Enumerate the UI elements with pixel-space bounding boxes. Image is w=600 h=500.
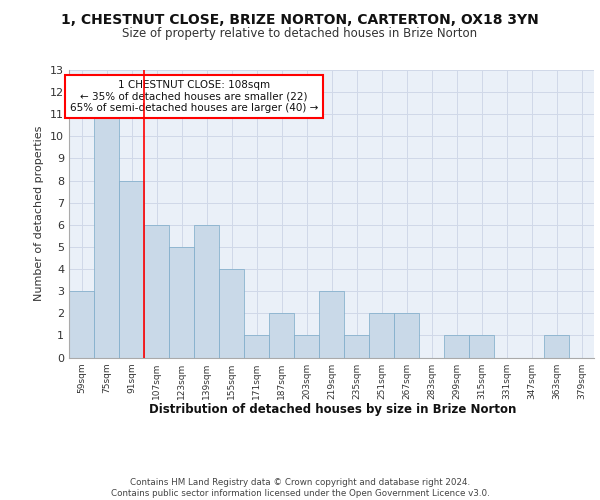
Bar (244, 336, 269, 357)
Bar (294, 336, 319, 357)
Text: 1 CHESTNUT CLOSE: 108sqm
← 35% of detached houses are smaller (22)
65% of semi-d: 1 CHESTNUT CLOSE: 108sqm ← 35% of detach… (70, 80, 318, 113)
Bar (269, 314, 294, 358)
Text: Size of property relative to detached houses in Brize Norton: Size of property relative to detached ho… (122, 28, 478, 40)
Bar (194, 225, 219, 358)
Text: 1, CHESTNUT CLOSE, BRIZE NORTON, CARTERTON, OX18 3YN: 1, CHESTNUT CLOSE, BRIZE NORTON, CARTERT… (61, 12, 539, 26)
Text: Contains HM Land Registry data © Crown copyright and database right 2024.
Contai: Contains HM Land Registry data © Crown c… (110, 478, 490, 498)
Bar (394, 314, 419, 358)
Bar (319, 291, 344, 358)
Text: Distribution of detached houses by size in Brize Norton: Distribution of detached houses by size … (149, 402, 517, 415)
Bar (469, 336, 494, 357)
Bar (144, 225, 169, 358)
Bar (219, 269, 244, 358)
Bar (444, 336, 469, 357)
Bar (369, 314, 394, 358)
Bar (544, 336, 569, 357)
Bar (94, 114, 119, 358)
Bar (344, 336, 369, 357)
Bar (69, 291, 94, 358)
Y-axis label: Number of detached properties: Number of detached properties (34, 126, 44, 302)
Bar (119, 180, 144, 358)
Bar (169, 247, 194, 358)
